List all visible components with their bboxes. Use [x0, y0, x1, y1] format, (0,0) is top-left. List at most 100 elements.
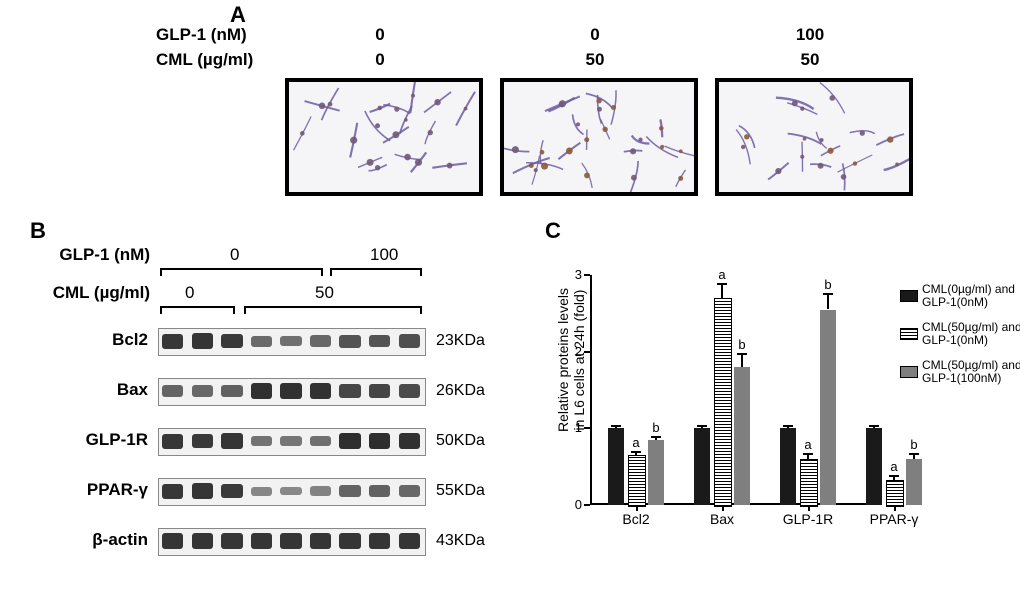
panel-b-top2-v1: 0: [185, 283, 194, 303]
micrograph-3: [715, 78, 913, 196]
wb-band: [162, 385, 183, 397]
x-category-label: PPAR-γ: [858, 511, 930, 527]
x-category-label: Bax: [686, 511, 758, 527]
wb-band: [310, 335, 331, 346]
wb-band: [399, 533, 420, 548]
wb-band: [251, 436, 272, 447]
bracket-cml0-r: [233, 306, 235, 314]
bar: [866, 428, 882, 505]
wb-band: [399, 334, 420, 347]
panel-a-r1-v2: 0: [565, 25, 625, 45]
wb-band: [310, 436, 331, 447]
sig-label: a: [882, 459, 906, 474]
legend-text-2: CML(50µg/ml) and GLP-1(0nM): [922, 321, 1020, 347]
bar: [714, 298, 732, 507]
wb-band: [192, 483, 213, 498]
panel-a-row2-label: CML (µg/ml): [156, 50, 253, 70]
sig-label: b: [816, 277, 840, 292]
wb-band: [280, 436, 301, 446]
wb-band: [339, 485, 360, 497]
micrograph-1: [285, 78, 483, 196]
panel-b-top2-v2: 50: [315, 283, 334, 303]
wb-label-β-actin: β-actin: [48, 530, 148, 550]
panel-c-chart: 0123abBcl2abBaxabGLP-1RabPPAR-γ: [590, 275, 880, 505]
bracket-cml50: [244, 306, 422, 308]
panel-b-top2-label: CML (µg/ml): [30, 283, 150, 303]
wb-band: [369, 384, 390, 398]
wb-kda-Bcl2: 23KDa: [436, 332, 485, 350]
wb-band: [399, 384, 420, 398]
wb-band: [251, 533, 272, 548]
wb-band: [310, 486, 331, 495]
bracket-cml0: [160, 306, 235, 308]
x-category-label: GLP-1R: [772, 511, 844, 527]
wb-band: [399, 433, 420, 449]
wb-band: [162, 334, 183, 349]
bar: [820, 310, 836, 506]
bracket-glp0: [160, 268, 323, 270]
sig-label: a: [710, 267, 734, 282]
ytick-label: 0: [560, 497, 582, 512]
legend-swatch-3: [900, 366, 918, 378]
wb-band: [280, 533, 301, 548]
sig-label: b: [730, 337, 754, 352]
sig-label: b: [902, 437, 926, 452]
bracket-cml50-l: [244, 306, 246, 314]
panel-a-r2-v2: 50: [565, 50, 625, 70]
wb-label-Bax: Bax: [48, 380, 148, 400]
panel-a-r2-v1: 0: [350, 50, 410, 70]
bar: [628, 455, 646, 507]
wb-kda-β-actin: 43KDa: [436, 532, 485, 550]
bar: [800, 459, 818, 507]
x-category-label: Bcl2: [600, 511, 672, 527]
wb-band: [221, 433, 242, 448]
micrograph-2: [500, 78, 698, 196]
wb-band: [192, 533, 213, 548]
legend-text-1: CML(0µg/ml) and GLP-1(0nM): [922, 283, 1020, 309]
wb-band: [369, 335, 390, 348]
bracket-glp100-r: [420, 268, 422, 276]
legend-swatch-1: [900, 290, 918, 302]
wb-band: [280, 487, 301, 496]
bar: [608, 428, 624, 505]
bracket-glp0-l: [160, 268, 162, 276]
panel-b-top1-v2: 100: [370, 245, 398, 265]
wb-band: [192, 333, 213, 348]
wb-band: [310, 383, 331, 398]
panel-a-r1-v1: 0: [350, 25, 410, 45]
wb-band: [251, 336, 272, 347]
bar: [648, 440, 664, 505]
wb-band: [221, 334, 242, 349]
wb-kda-Bax: 26KDa: [436, 382, 485, 400]
figure-root: A GLP-1 (nM) CML (µg/ml) 0 0 100 0 50 50…: [0, 0, 1020, 597]
bar: [734, 367, 750, 505]
legend-swatch-2: [900, 328, 918, 340]
wb-band: [339, 384, 360, 398]
panel-c-letter: C: [545, 218, 561, 244]
panel-a-r1-v3: 100: [780, 25, 840, 45]
bar: [780, 428, 796, 505]
bar: [694, 428, 710, 505]
panel-a-r2-v3: 50: [780, 50, 840, 70]
bar: [906, 459, 922, 505]
wb-band: [251, 487, 272, 496]
panel-c-ytitle: Relative proteins levels in L6 cells at …: [555, 250, 587, 470]
bracket-glp100: [330, 268, 422, 270]
wb-band: [369, 485, 390, 497]
wb-band: [369, 433, 390, 449]
wb-band: [310, 533, 331, 548]
bar: [886, 480, 904, 507]
wb-label-GLP-1R: GLP-1R: [48, 430, 148, 450]
wb-kda-GLP-1R: 50KDa: [436, 432, 485, 450]
wb-band: [162, 434, 183, 449]
bracket-cml50-r: [420, 306, 422, 314]
bracket-glp0-r: [321, 268, 323, 276]
wb-kda-PPAR-γ: 55KDa: [436, 482, 485, 500]
wb-label-Bcl2: Bcl2: [48, 330, 148, 350]
wb-label-PPAR-γ: PPAR-γ: [48, 480, 148, 500]
sig-label: a: [624, 435, 648, 450]
legend-text-3: CML(50µg/ml) and GLP-1(100nM): [922, 359, 1020, 385]
wb-band: [339, 433, 360, 449]
wb-band: [221, 533, 242, 548]
wb-band: [192, 385, 213, 396]
